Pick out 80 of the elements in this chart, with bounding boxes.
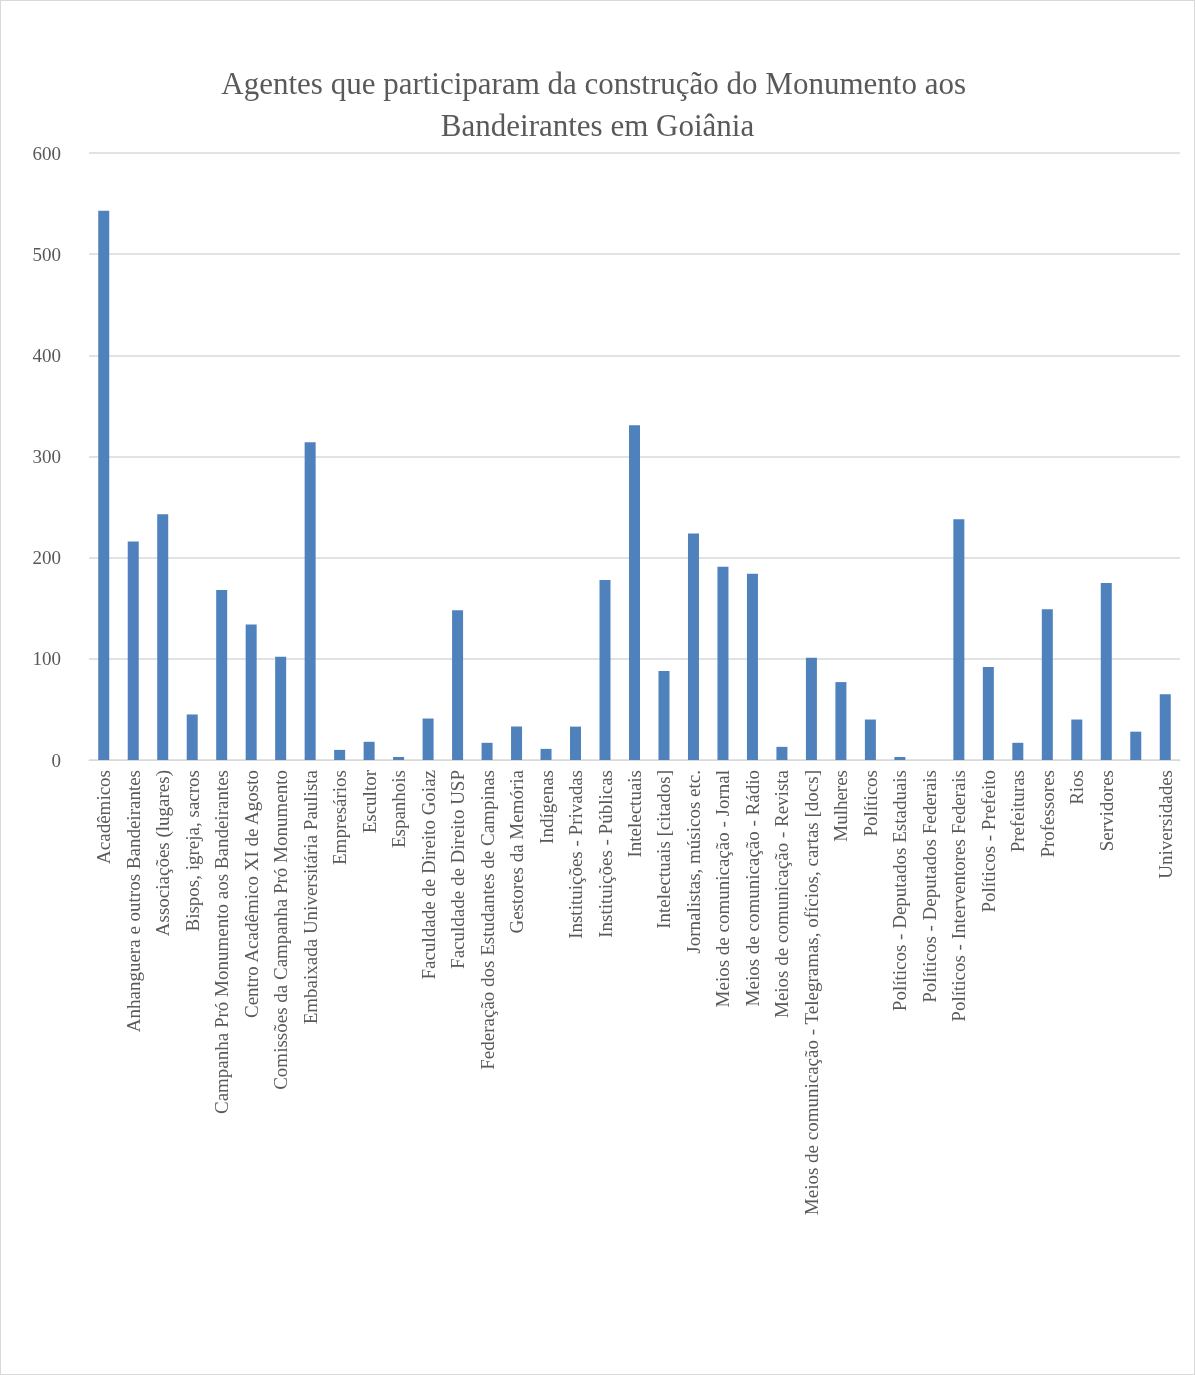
x-tick-label: Universidades (1154, 770, 1176, 879)
x-tick-label: Bispos, igreja, sacros (181, 770, 203, 932)
y-tick-label: 0 (51, 749, 61, 771)
bar (245, 624, 257, 760)
x-tick-label: Indígenas (535, 770, 557, 844)
bar (1041, 609, 1053, 760)
bar (805, 657, 817, 760)
bar (481, 742, 493, 760)
bar (98, 210, 110, 760)
bar (540, 748, 552, 760)
x-tick-label: Rios (1066, 770, 1088, 805)
x-tick-label: Políticos - Prefeito (977, 770, 999, 913)
x-tick-label: Prefeituras (1007, 770, 1029, 853)
x-tick-label: Espanhois (388, 770, 410, 849)
x-tick-label: Meios de comunicação - Jornal (712, 770, 734, 1008)
x-tick-label: Meios de comunicação - Revista (771, 769, 793, 1018)
x-tick-label: Intelectuais (624, 770, 645, 858)
y-tick-label: 100 (32, 648, 61, 670)
y-tick-label: 500 (32, 243, 61, 265)
x-tick-label: Jornalistas, músicos etc. (682, 770, 704, 954)
bar (776, 746, 788, 760)
x-tick-label: Acadêmicos (93, 770, 115, 864)
x-tick-label: Anhanguera e outros Bandeirantes (122, 770, 144, 1033)
bar (275, 656, 287, 760)
x-tick-label: Meios de comunicação - Rádio (741, 770, 763, 1007)
x-tick-label: Faculdade de Direito USP (447, 770, 469, 969)
bar (186, 714, 198, 760)
x-tick-label: Gestores da Memória (506, 769, 528, 934)
bar (1012, 742, 1024, 760)
x-tick-label: Intelectuais [citados] (653, 770, 675, 929)
bar (1071, 719, 1083, 760)
x-tick-label: Escultor (358, 769, 380, 834)
bar (835, 682, 847, 760)
x-tick-label: Campanha Pró Monumento aos Bandeirantes (211, 770, 233, 1115)
chart-title: Agentes que participaram da construção do Monumento aos Bandeirantes em Goiânia (221, 65, 974, 143)
x-tick-label: Políticos - Deputados Estaduais (889, 770, 911, 1012)
bar (1100, 582, 1112, 760)
bar (304, 442, 316, 760)
y-tick-label: 300 (32, 446, 61, 467)
bar (717, 566, 729, 760)
bar (658, 670, 670, 760)
x-tick-label: Instituições - Públicas (594, 770, 616, 938)
bar (127, 541, 139, 760)
x-tick-label: Associações (lugares) (152, 770, 175, 937)
x-tick-label: Comissões da Campanha Pró Monumento (270, 770, 292, 1090)
bar (629, 425, 640, 760)
bar (746, 573, 758, 760)
bar (894, 756, 906, 760)
y-tick-label: 200 (32, 547, 61, 569)
bar (334, 749, 346, 760)
bar (982, 666, 994, 760)
bar (599, 579, 611, 760)
x-tick-label: Professores (1036, 770, 1058, 858)
bar (452, 610, 464, 760)
bar (216, 590, 228, 760)
y-tick-label: 600 (32, 142, 61, 164)
y-tick-label: 400 (32, 344, 61, 366)
bar (393, 756, 405, 760)
bar (363, 741, 375, 760)
x-tick-label: Instituições - Privadas (565, 770, 587, 939)
bar (1130, 731, 1142, 760)
bar (511, 726, 523, 760)
bar (1159, 694, 1171, 760)
bar (864, 719, 876, 760)
x-tick-label: Embaixada Universitária Paulista (299, 769, 321, 1025)
x-tick-label: Servidores (1095, 770, 1117, 852)
bar (687, 533, 699, 760)
x-tick-label: Federação dos Estudantes de Campinas (476, 770, 498, 1070)
x-tick-label: Empresários (329, 770, 351, 865)
x-tick-label: Mulheres (830, 770, 852, 842)
x-tick-label: Faculdade de Direito Goiaz (417, 770, 439, 980)
x-tick-label: Políticos - Interventores Federais (948, 770, 970, 1022)
x-tick-label: Políticos (859, 770, 881, 837)
bar (570, 726, 582, 760)
bar (157, 514, 169, 760)
x-tick-label: Centro Acadêmico XI de Agosto (240, 770, 262, 1019)
bar (953, 519, 965, 760)
bar (422, 718, 434, 760)
x-tick-label: Meios de comunicação - Telegramas, ofícios, cartas [docs] (800, 770, 822, 1216)
x-tick-label: Políticos - Deputados Federais (918, 770, 940, 1003)
